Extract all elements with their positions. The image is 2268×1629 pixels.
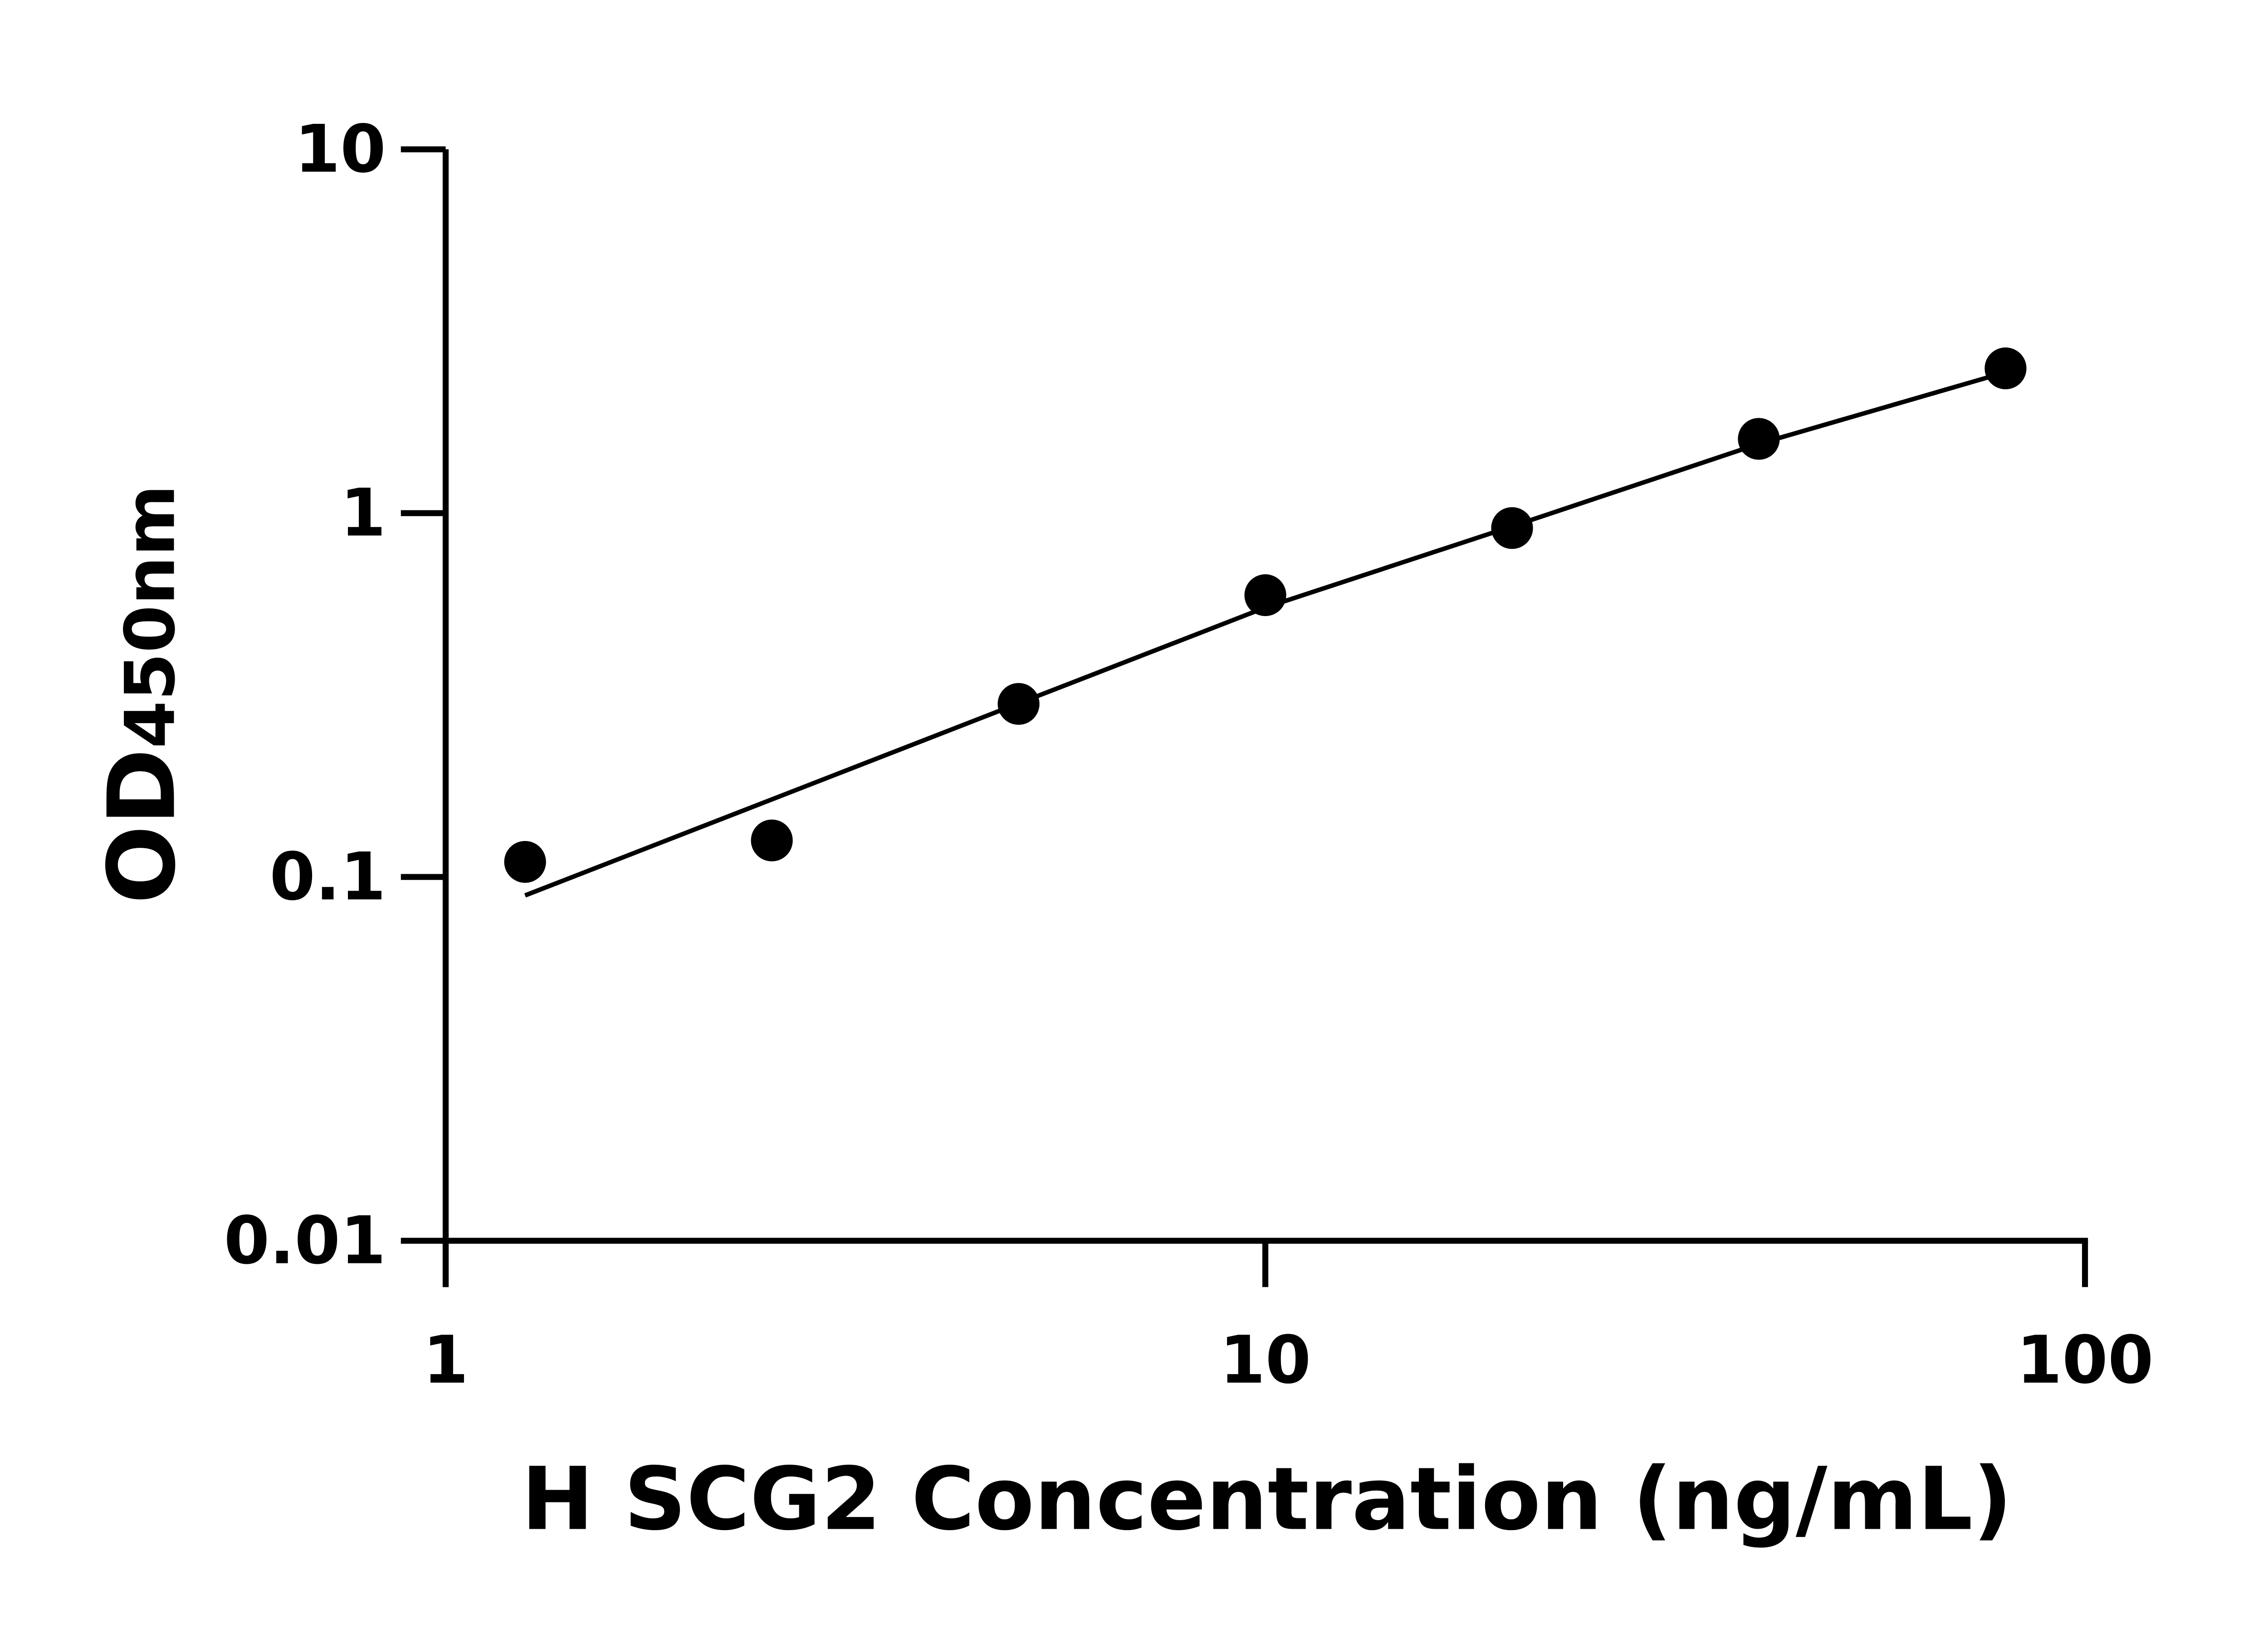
data-point [1491, 507, 1533, 549]
fit-curve-group [524, 370, 2006, 898]
y-axis-title-sub: 450nm [110, 484, 190, 748]
data-point [1738, 418, 1780, 460]
y-tick-label: 1 [340, 475, 386, 552]
axes [401, 146, 2088, 1287]
x-axis-title: H SCG2 Concentration (ng/mL) [521, 1449, 2012, 1550]
y-tick-label: 0.1 [269, 839, 386, 915]
y-tick-label: 0.01 [224, 1203, 386, 1279]
tick-labels: 0.01 0.1 1 10 1 10 100 [224, 112, 2154, 1399]
y-axis-title-main: OD [88, 748, 196, 904]
points-group [504, 347, 2027, 883]
fit-curve [524, 370, 2006, 898]
x-tick-label: 1 [423, 1322, 469, 1399]
data-point [997, 683, 1040, 725]
y-axis-title: OD450nm [88, 484, 196, 904]
data-point [1984, 347, 2027, 390]
data-point [1244, 574, 1286, 616]
data-point [751, 819, 793, 861]
data-point [504, 841, 546, 883]
x-tick-label: 100 [2016, 1322, 2153, 1399]
y-tick-label: 10 [294, 112, 386, 188]
x-tick-label: 10 [1220, 1322, 1311, 1399]
